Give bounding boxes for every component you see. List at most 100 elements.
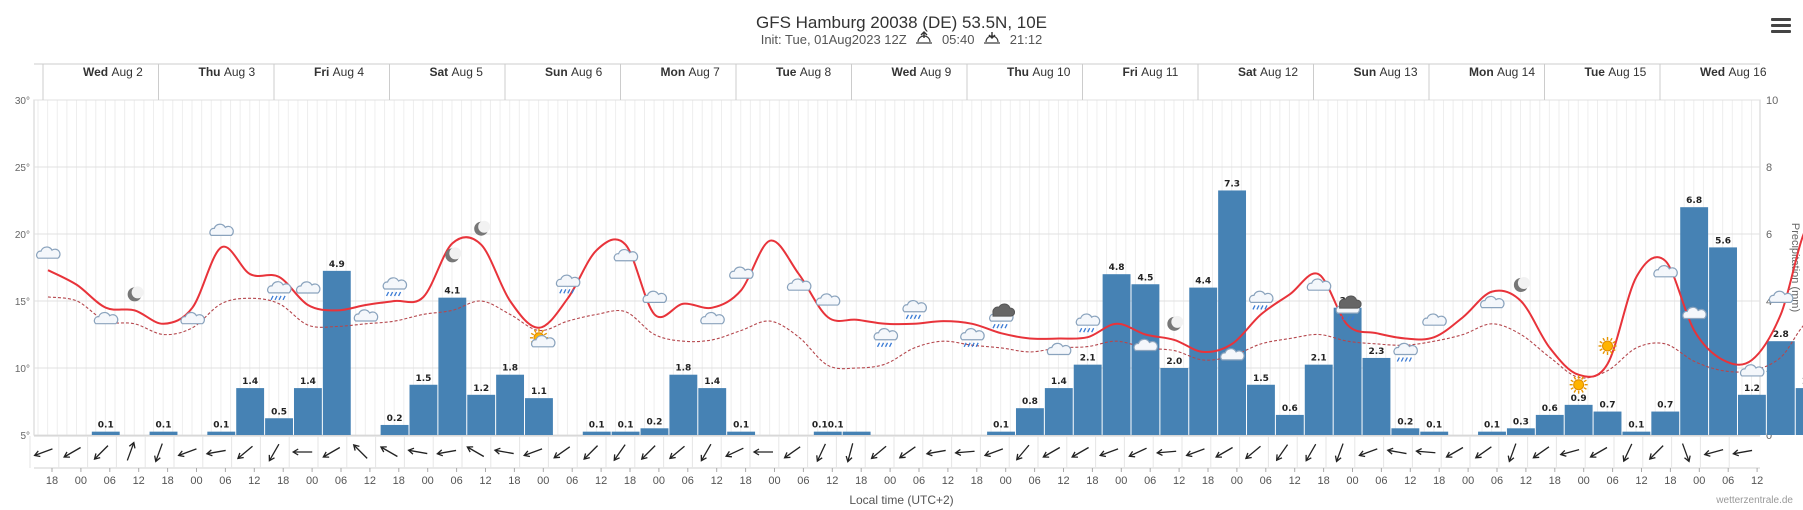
moon-icon	[1167, 315, 1184, 331]
wind-arrow-icon	[1532, 446, 1550, 459]
hamburger-menu-icon[interactable]	[1771, 18, 1791, 34]
hour-tick-label: 06	[1260, 475, 1272, 487]
wind-arrow-icon	[1589, 446, 1608, 458]
cloud-icon	[642, 290, 668, 303]
moon-icon	[445, 247, 462, 263]
wind-arrow-icon	[436, 449, 457, 457]
y-tick-label-right: 8	[1766, 162, 1772, 174]
hour-tick-label: 06	[1722, 475, 1734, 487]
day-header: Thu Aug 3	[199, 65, 256, 79]
precip-bar	[1247, 384, 1275, 435]
hour-tick-label: 18	[1664, 475, 1676, 487]
cloud-rain-icon	[267, 281, 292, 301]
day-header: Wed Aug 9	[892, 65, 952, 79]
day-header: Mon Aug 14	[1469, 65, 1535, 79]
hour-tick-label: 18	[161, 475, 173, 487]
wind-arrow-icon	[1042, 446, 1061, 458]
precip-bar	[1073, 364, 1102, 435]
hour-tick-label: 12	[1404, 475, 1416, 487]
hour-tick-label: 12	[1751, 475, 1763, 487]
precip-bar	[1795, 388, 1803, 435]
credit-link[interactable]: wetterzentrale.de	[1716, 495, 1793, 506]
hour-tick-label: 06	[566, 475, 578, 487]
wind-arrow-icon	[1622, 443, 1633, 463]
wind-arrow-icon	[1445, 446, 1464, 458]
hour-tick-label: 00	[422, 475, 434, 487]
hour-tick-label: 12	[1635, 475, 1647, 487]
day-header: Sat Aug 12	[1238, 65, 1298, 79]
cloud-storm-icon	[989, 303, 1016, 329]
wind-arrow-icon	[1732, 449, 1753, 457]
precip-label: 6.8	[1686, 196, 1702, 206]
moon-icon	[474, 220, 491, 236]
y-tick-label-left: 10°	[15, 364, 30, 375]
hour-tick-label: 00	[884, 475, 896, 487]
wind-arrow-icon	[236, 445, 253, 460]
cloud-icon	[1133, 338, 1159, 352]
hour-tick-label: 00	[75, 475, 87, 487]
precip-bar	[1304, 364, 1333, 435]
wind-arrow-icon	[1648, 445, 1664, 460]
precip-bar	[265, 418, 293, 435]
sunset-icon	[984, 32, 1004, 47]
hour-tick-label: 12	[479, 475, 491, 487]
hour-tick-label: 00	[1000, 475, 1012, 487]
sunrise-time: 05:40	[941, 32, 975, 47]
hour-tick-label: 06	[1028, 475, 1040, 487]
cloud-icon	[295, 281, 321, 294]
cloud-icon	[93, 311, 119, 325]
wind-row	[29, 436, 1753, 468]
precip-label: 2.1	[1080, 354, 1096, 364]
precip-bar	[1535, 414, 1564, 435]
precip-label: 4.1	[444, 287, 460, 297]
precip-label: 0.6	[1542, 404, 1558, 414]
moon-icon	[1513, 277, 1530, 292]
precip-bar	[1218, 190, 1247, 435]
cloud-icon	[1768, 290, 1794, 303]
wind-arrow-icon	[1681, 443, 1691, 463]
precip-label: 2.0	[1166, 357, 1182, 367]
y-tick-label-left: 5°	[20, 431, 30, 442]
hour-tick-label: 18	[624, 475, 636, 487]
wind-arrow-icon	[1334, 443, 1344, 463]
hour-tick-label: 18	[393, 475, 405, 487]
wind-arrow-icon	[870, 445, 887, 460]
hour-tick-label: 00	[1693, 475, 1705, 487]
precip-bars: 0.1 0.1 0.11.40.51.44.90.21.54.11.21.81.10…	[91, 179, 1803, 435]
cloud-icon	[1739, 364, 1765, 377]
precip-bar	[1737, 394, 1766, 435]
day-header: Tue Aug 8	[776, 65, 831, 79]
hour-tick-label: 12	[248, 475, 260, 487]
precip-label: 0.2	[1397, 417, 1413, 427]
precip-bar	[236, 388, 265, 435]
hour-tick-label: 06	[450, 475, 462, 487]
hour-tick-label: 00	[1578, 475, 1590, 487]
hour-tick-label: 12	[1173, 475, 1185, 487]
wind-arrow-icon	[1185, 448, 1205, 458]
precip-label: 0.1	[1426, 421, 1442, 431]
cloud-icon	[1220, 348, 1245, 361]
y-tick-label-right: 0	[1766, 430, 1772, 442]
cloud-icon	[353, 309, 379, 322]
precip-bar	[1131, 284, 1160, 435]
sunrise-icon	[916, 31, 936, 47]
init-time: Init: Tue, 01Aug2023 12Z	[760, 32, 907, 47]
x-axis-title: Local time (UTC+2)	[849, 493, 954, 507]
precip-bar	[1044, 388, 1073, 435]
precip-label: 2.1	[1311, 354, 1327, 364]
precip-bar	[467, 394, 496, 435]
precip-label: 0.6	[1282, 404, 1298, 414]
cloud-icon	[1682, 306, 1707, 320]
cloud-rain-icon	[1393, 342, 1418, 362]
cloud-icon	[180, 311, 205, 325]
wind-arrow-icon	[1015, 444, 1030, 461]
precip-label: 0.2	[647, 417, 663, 427]
precip-label: 4.5	[1137, 273, 1153, 283]
hour-tick-label: 12	[826, 475, 838, 487]
hour-tick-label: 12	[133, 475, 145, 487]
cloud-rain-icon	[1075, 313, 1101, 333]
wind-arrow-icon	[1099, 448, 1119, 458]
cloud-icon	[1306, 278, 1332, 291]
precip-bar	[1680, 207, 1709, 435]
